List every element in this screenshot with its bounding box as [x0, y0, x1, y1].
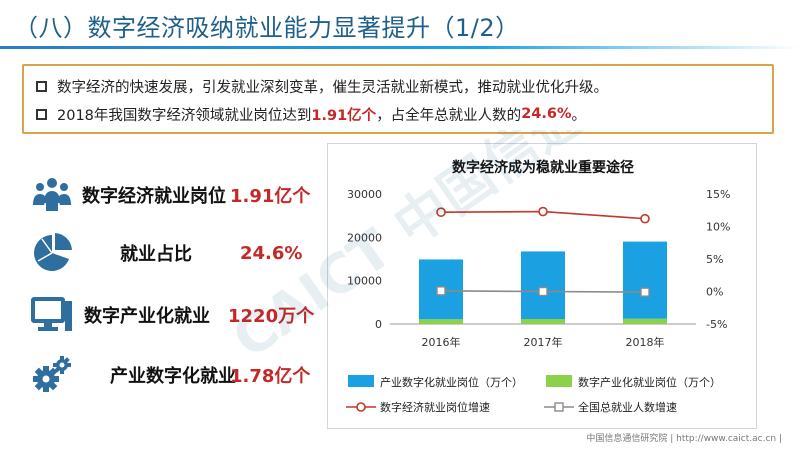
y-left-tick-label: 0 — [375, 318, 382, 331]
stat-value: 1.91亿个 — [230, 186, 311, 207]
stat-value: 1.78亿个 — [230, 366, 311, 387]
stat-digital-economy-jobs: 数字经济就业岗位 1.91亿个 — [30, 170, 320, 220]
y-left-tick-label: 20000 — [347, 231, 382, 244]
pie-icon — [34, 233, 72, 271]
x-tick-label: 2016年 — [422, 335, 461, 349]
x-tick-label: 2017年 — [524, 335, 563, 349]
bullet-1-text: 数字经济的快速发展，引发就业深刻变革，催生灵活就业新模式，推动就业优化升级。 — [57, 79, 608, 96]
legend-label: 全国总就业人数增速 — [578, 400, 677, 414]
stat-digital-industrialization: 数字产业化就业 1220万个 — [30, 290, 320, 340]
stat-value: 24.6% — [240, 242, 303, 264]
bullet-2-mid: ，占全年总就业人数的 — [376, 107, 522, 124]
summary-box: 数字经济的快速发展，引发就业深刻变革，催生灵活就业新模式，推动就业优化升级。 2… — [22, 64, 774, 134]
legend-swatch-digital-industrialization — [546, 375, 572, 387]
bar-industrial-digitalization — [623, 241, 667, 319]
y-right-tick-label: -5% — [706, 318, 727, 331]
stat-label: 数字经济就业岗位 — [82, 186, 226, 207]
point-digital-job-growth — [640, 213, 650, 224]
point-digital-job-growth — [538, 206, 548, 217]
bullet-1: 数字经济的快速发展，引发就业深刻变革，催生灵活就业新模式，推动就业优化升级。 — [36, 72, 760, 100]
y-left-tick-label: 30000 — [347, 188, 382, 201]
bullet-2: 2018年我国数字经济领域就业岗位达到 1.91亿个 ，占全年总就业人数的 24.6%… — [36, 100, 760, 128]
gears-icon — [33, 356, 71, 392]
square-bullet-icon — [36, 80, 47, 92]
y-right-tick-label: 5% — [706, 253, 723, 266]
people-icon — [33, 178, 71, 211]
combo-chart: 数字经济成为稳就业重要途径 0 10000 20000 30000 -5% 0% 5% 10% 1… — [346, 159, 730, 414]
point-digital-job-growth — [436, 207, 446, 217]
legend-label: 数字产业化就业岗位（万个） — [578, 375, 721, 389]
legend-label: 产业数字化就业岗位（万个） — [380, 375, 523, 389]
bullet-2-highlight-share: 24.6% — [521, 106, 572, 122]
chart-title: 数字经济成为稳就业重要途径 — [452, 159, 634, 176]
bar-digital-industrialization — [521, 319, 565, 324]
legend-label: 数字经济就业岗位增速 — [380, 400, 490, 414]
stat-value: 1220万个 — [228, 306, 315, 327]
y-left-tick-label: 10000 — [347, 275, 382, 288]
footer-text: 中国信息通信研究院 | http://www.caict.ac.cn | — [586, 434, 782, 444]
stat-industrial-digitalization: 产业数字化就业 1.78亿个 — [30, 350, 320, 400]
y-right-tick-label: 0% — [706, 286, 723, 299]
legend-marker-total-employment-growth — [554, 402, 564, 412]
x-tick-label: 2018年 — [626, 335, 665, 349]
legend-marker-digital-job-growth — [356, 402, 366, 412]
bar-digital-industrialization — [419, 319, 463, 324]
page-title: （八）数字经济吸纳就业能力显著提升（1/2） — [14, 14, 520, 42]
point-total-employment-growth — [436, 286, 446, 296]
point-total-employment-growth — [538, 286, 548, 297]
stat-label: 产业数字化就业 — [110, 366, 236, 387]
chart-panel: 数字经济成为稳就业重要途径 0 10000 20000 30000 -5% 0% 5% 10% 1… — [327, 143, 757, 429]
bullet-2-pre: 2018年我国数字经济领域就业岗位达到 — [57, 107, 312, 124]
bar-industrial-digitalization — [521, 251, 565, 320]
point-total-employment-growth — [640, 287, 650, 297]
bar-digital-industrialization — [623, 318, 667, 324]
bullet-2-post: 。 — [571, 107, 587, 124]
bullet-2-highlight-jobs: 1.91亿个 — [311, 107, 377, 124]
stat-label: 数字产业化就业 — [84, 306, 210, 327]
y-right-tick-label: 10% — [706, 221, 730, 234]
square-bullet-icon — [36, 108, 47, 120]
stat-employment-share: 就业占比 24.6% — [30, 228, 320, 278]
title-underline — [0, 46, 800, 49]
y-right-tick-label: 15% — [706, 188, 730, 201]
stat-label: 就业占比 — [120, 244, 192, 265]
legend-swatch-industrial-digitalization — [348, 375, 374, 387]
computer-icon — [31, 297, 72, 331]
